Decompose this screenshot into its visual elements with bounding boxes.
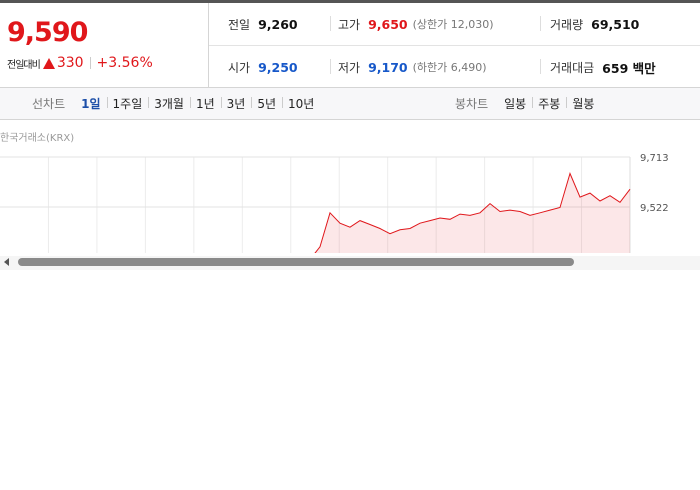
stat: 거래대금 659 백만	[540, 46, 656, 88]
stat-note: (상한가 12,030)	[412, 18, 494, 31]
stat: 거래량 69,510	[540, 3, 639, 45]
tab[interactable]: 일봉	[504, 97, 527, 111]
tab[interactable]: 1일	[81, 97, 101, 111]
scroll-left[interactable]	[4, 258, 9, 266]
stat-label: 시가	[228, 60, 251, 75]
stat-label: 거래량	[550, 17, 584, 32]
stat-value: 69,510	[591, 16, 640, 32]
stat: 저가 9,170 (하한가 6,490)	[330, 46, 540, 88]
stat: 시가 9,250	[209, 46, 330, 88]
change-rate: +3.56%	[96, 55, 153, 71]
source: 한국거래소(KRX)	[0, 133, 75, 144]
tab[interactable]: 10년	[282, 95, 320, 112]
tab[interactable]: 3년	[220, 95, 252, 112]
quote-panel: 9,590 전일대비 330 +3.56% 전일 9,260 고가 9,650 (상한가…	[0, 0, 700, 88]
tab-header: 선차트	[32, 97, 66, 111]
stat-label: 거래대금	[550, 60, 595, 75]
stat-value: 9,650	[368, 16, 408, 32]
change-label: 전일대비	[7, 59, 41, 71]
plot	[0, 156, 631, 253]
stat-note: (하한가 6,490)	[412, 61, 487, 74]
change: 330	[56, 55, 84, 71]
tab[interactable]: 주봉	[532, 95, 566, 112]
tab[interactable]: 5년	[251, 95, 282, 112]
tab[interactable]: 3개월	[148, 95, 190, 112]
stat: 전일 9,260	[209, 3, 330, 45]
chart: 9,522 9,713	[0, 153, 669, 266]
stats-row: 시가 9,250 저가 9,170 (하한가 6,490) 거래대금 659 백만	[209, 46, 700, 88]
stat-value: 659 백만	[602, 60, 656, 76]
price: 9,590	[7, 17, 88, 48]
change-row: 전일대비 330 +3.56%	[7, 55, 153, 71]
chart-tabs: 선차트 1일 1주일 3개월 1년 3년 5년 10년 봉차트 일봉 주봉 월봉	[0, 88, 700, 120]
tab[interactable]: 월봉	[566, 95, 600, 112]
tab[interactable]: 1년	[189, 95, 221, 112]
separator	[89, 57, 91, 69]
y-tick-label: 9,713	[640, 153, 669, 164]
price-line	[314, 172, 631, 253]
stat-value: 9,250	[258, 59, 298, 75]
stat-label: 고가	[338, 17, 361, 32]
stat-value: 9,170	[368, 59, 408, 75]
up-arrow	[42, 57, 55, 69]
quote-box: 9,590 전일대비 330 +3.56%	[0, 3, 209, 88]
scroll-thumb[interactable]	[18, 258, 574, 266]
area	[315, 173, 630, 253]
tab[interactable]: 1주일	[106, 95, 149, 112]
tab-header: 봉차트	[455, 97, 489, 111]
stats-row: 전일 9,260 고가 9,650 (상한가 12,030) 거래량 69,510	[209, 3, 700, 46]
stat-value: 9,260	[258, 16, 298, 32]
stat: 고가 9,650 (상한가 12,030)	[330, 3, 540, 45]
line-tabs: 선차트 1일 1주일 3개월 1년 3년 5년 10년	[32, 88, 320, 119]
stat-label: 저가	[338, 60, 361, 75]
y-tick-label: 9,522	[640, 203, 669, 214]
stat-label: 전일	[228, 17, 251, 32]
candle-tabs: 봉차트 일봉 주봉 월봉	[455, 88, 600, 119]
